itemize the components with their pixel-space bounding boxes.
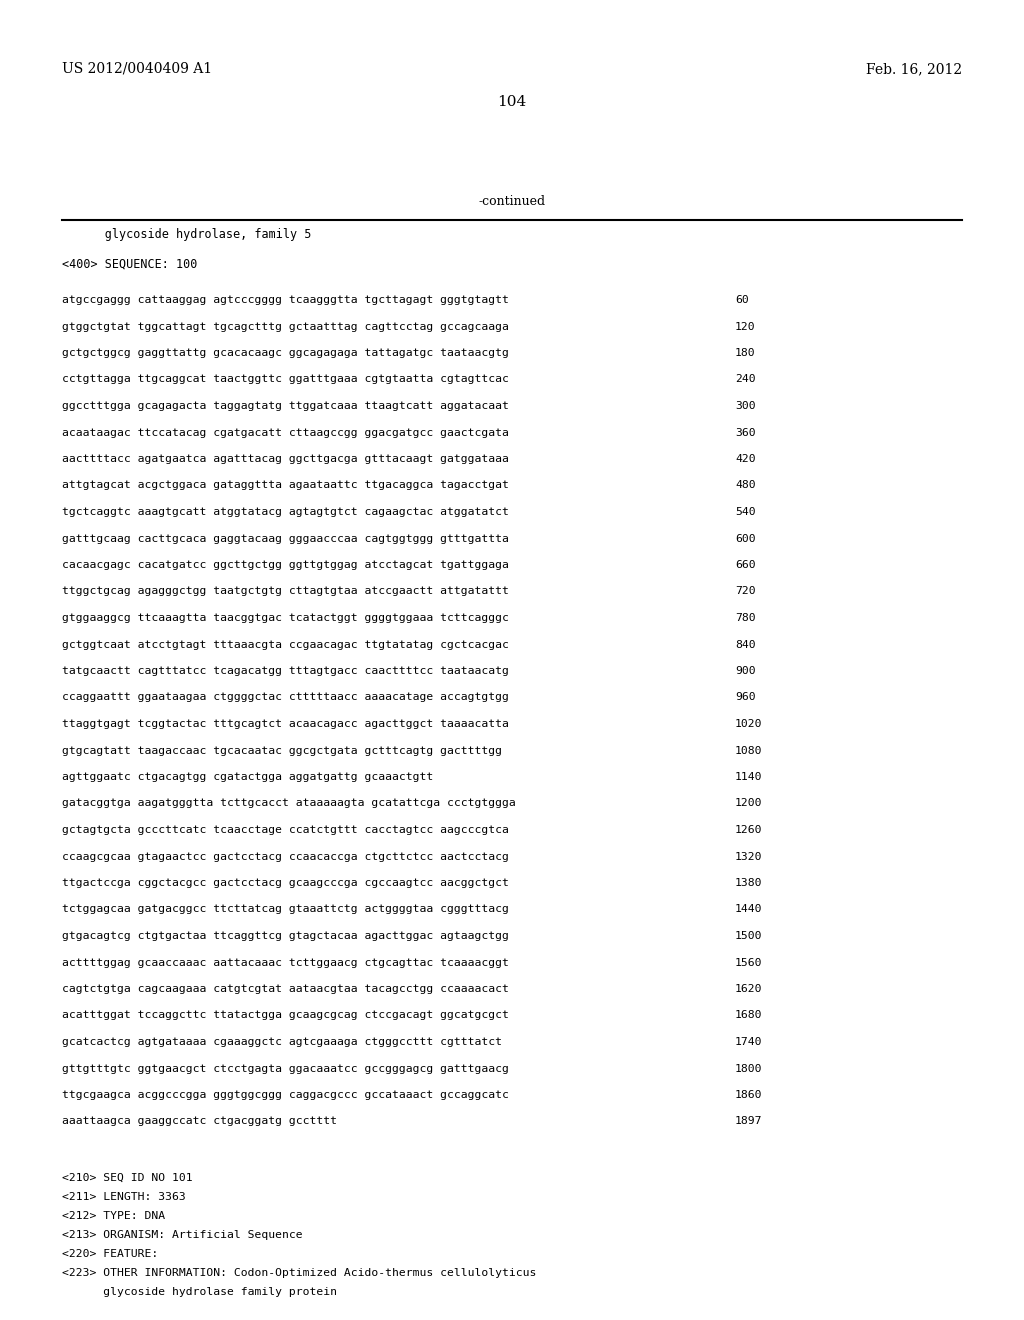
Text: gctggtcaat atcctgtagt tttaaacgta ccgaacagac ttgtatatag cgctcacgac: gctggtcaat atcctgtagt tttaaacgta ccgaaca… [62,639,509,649]
Text: 1440: 1440 [735,904,763,915]
Text: gtggctgtat tggcattagt tgcagctttg gctaatttag cagttcctag gccagcaaga: gtggctgtat tggcattagt tgcagctttg gctaatt… [62,322,509,331]
Text: gatttgcaag cacttgcaca gaggtacaag gggaacccaa cagtggtggg gtttgattta: gatttgcaag cacttgcaca gaggtacaag gggaacc… [62,533,509,544]
Text: ttggctgcag agagggctgg taatgctgtg cttagtgtaa atccgaactt attgatattt: ttggctgcag agagggctgg taatgctgtg cttagtg… [62,586,509,597]
Text: 1380: 1380 [735,878,763,888]
Text: ttaggtgagt tcggtactac tttgcagtct acaacagacc agacttggct taaaacatta: ttaggtgagt tcggtactac tttgcagtct acaacag… [62,719,509,729]
Text: ggcctttgga gcagagacta taggagtatg ttggatcaaa ttaagtcatt aggatacaat: ggcctttgga gcagagacta taggagtatg ttggatc… [62,401,509,411]
Text: 180: 180 [735,348,756,358]
Text: 720: 720 [735,586,756,597]
Text: tctggagcaa gatgacggcc ttcttatcag gtaaattctg actggggtaa cgggtttacg: tctggagcaa gatgacggcc ttcttatcag gtaaatt… [62,904,509,915]
Text: 1897: 1897 [735,1117,763,1126]
Text: 900: 900 [735,667,756,676]
Text: 1740: 1740 [735,1038,763,1047]
Text: <213> ORGANISM: Artificial Sequence: <213> ORGANISM: Artificial Sequence [62,1230,303,1239]
Text: ccaagcgcaa gtagaactcc gactcctacg ccaacaccga ctgcttctcc aactcctacg: ccaagcgcaa gtagaactcc gactcctacg ccaacac… [62,851,509,862]
Text: gcatcactcg agtgataaaa cgaaaggctc agtcgaaaga ctgggccttt cgtttatct: gcatcactcg agtgataaaa cgaaaggctc agtcgaa… [62,1038,502,1047]
Text: 960: 960 [735,693,756,702]
Text: 600: 600 [735,533,756,544]
Text: ttgcgaagca acggcccgga gggtggcggg caggacgccc gccataaact gccaggcatc: ttgcgaagca acggcccgga gggtggcggg caggacg… [62,1090,509,1100]
Text: 360: 360 [735,428,756,437]
Text: 1200: 1200 [735,799,763,808]
Text: attgtagcat acgctggaca gataggttta agaataattc ttgacaggca tagacctgat: attgtagcat acgctggaca gataggttta agaataa… [62,480,509,491]
Text: US 2012/0040409 A1: US 2012/0040409 A1 [62,62,212,77]
Text: 1560: 1560 [735,957,763,968]
Text: 1620: 1620 [735,983,763,994]
Text: tatgcaactt cagtttatcc tcagacatgg tttagtgacc caacttttcc taataacatg: tatgcaactt cagtttatcc tcagacatgg tttagtg… [62,667,509,676]
Text: -continued: -continued [478,195,546,209]
Text: gtggaaggcg ttcaaagtta taacggtgac tcatactggt ggggtggaaa tcttcagggc: gtggaaggcg ttcaaagtta taacggtgac tcatact… [62,612,509,623]
Text: 420: 420 [735,454,756,465]
Text: glycoside hydrolase, family 5: glycoside hydrolase, family 5 [62,228,311,242]
Text: glycoside hydrolase family protein: glycoside hydrolase family protein [62,1287,337,1298]
Text: cacaacgagc cacatgatcc ggcttgctgg ggttgtggag atcctagcat tgattggaga: cacaacgagc cacatgatcc ggcttgctgg ggttgtg… [62,560,509,570]
Text: 240: 240 [735,375,756,384]
Text: gctagtgcta gcccttcatc tcaacctage ccatctgttt cacctagtcc aagcccgtca: gctagtgcta gcccttcatc tcaacctage ccatctg… [62,825,509,836]
Text: 1260: 1260 [735,825,763,836]
Text: gtgacagtcg ctgtgactaa ttcaggttcg gtagctacaa agacttggac agtaagctgg: gtgacagtcg ctgtgactaa ttcaggttcg gtagcta… [62,931,509,941]
Text: <212> TYPE: DNA: <212> TYPE: DNA [62,1210,165,1221]
Text: <220> FEATURE:: <220> FEATURE: [62,1249,159,1259]
Text: gtgcagtatt taagaccaac tgcacaatac ggcgctgata gctttcagtg gacttttgg: gtgcagtatt taagaccaac tgcacaatac ggcgctg… [62,746,502,755]
Text: acaataagac ttccatacag cgatgacatt cttaagccgg ggacgatgcc gaactcgata: acaataagac ttccatacag cgatgacatt cttaagc… [62,428,509,437]
Text: 104: 104 [498,95,526,110]
Text: 660: 660 [735,560,756,570]
Text: Feb. 16, 2012: Feb. 16, 2012 [866,62,962,77]
Text: 1500: 1500 [735,931,763,941]
Text: 1320: 1320 [735,851,763,862]
Text: aacttttacc agatgaatca agatttacag ggcttgacga gtttacaagt gatggataaa: aacttttacc agatgaatca agatttacag ggcttga… [62,454,509,465]
Text: gatacggtga aagatgggtta tcttgcacct ataaaaagta gcatattcga ccctgtggga: gatacggtga aagatgggtta tcttgcacct ataaaa… [62,799,516,808]
Text: acttttggag gcaaccaaac aattacaaac tcttggaacg ctgcagttac tcaaaacggt: acttttggag gcaaccaaac aattacaaac tcttgga… [62,957,509,968]
Text: 1680: 1680 [735,1011,763,1020]
Text: 120: 120 [735,322,756,331]
Text: tgctcaggtc aaagtgcatt atggtatacg agtagtgtct cagaagctac atggatatct: tgctcaggtc aaagtgcatt atggtatacg agtagtg… [62,507,509,517]
Text: 1080: 1080 [735,746,763,755]
Text: gttgtttgtc ggtgaacgct ctcctgagta ggacaaatcc gccgggagcg gatttgaacg: gttgtttgtc ggtgaacgct ctcctgagta ggacaaa… [62,1064,509,1073]
Text: 1800: 1800 [735,1064,763,1073]
Text: cctgttagga ttgcaggcat taactggttc ggatttgaaa cgtgtaatta cgtagttcac: cctgttagga ttgcaggcat taactggttc ggatttg… [62,375,509,384]
Text: agttggaatc ctgacagtgg cgatactgga aggatgattg gcaaactgtt: agttggaatc ctgacagtgg cgatactgga aggatga… [62,772,433,781]
Text: aaattaagca gaaggccatc ctgacggatg gcctttt: aaattaagca gaaggccatc ctgacggatg gcctttt [62,1117,337,1126]
Text: acatttggat tccaggcttc ttatactgga gcaagcgcag ctccgacagt ggcatgcgct: acatttggat tccaggcttc ttatactgga gcaagcg… [62,1011,509,1020]
Text: 1140: 1140 [735,772,763,781]
Text: gctgctggcg gaggttattg gcacacaagc ggcagagaga tattagatgc taataacgtg: gctgctggcg gaggttattg gcacacaagc ggcagag… [62,348,509,358]
Text: cagtctgtga cagcaagaaa catgtcgtat aataacgtaa tacagcctgg ccaaaacact: cagtctgtga cagcaagaaa catgtcgtat aataacg… [62,983,509,994]
Text: 540: 540 [735,507,756,517]
Text: <211> LENGTH: 3363: <211> LENGTH: 3363 [62,1192,185,1203]
Text: 1860: 1860 [735,1090,763,1100]
Text: 1020: 1020 [735,719,763,729]
Text: 780: 780 [735,612,756,623]
Text: 480: 480 [735,480,756,491]
Text: atgccgaggg cattaaggag agtcccgggg tcaagggtta tgcttagagt gggtgtagtt: atgccgaggg cattaaggag agtcccgggg tcaaggg… [62,294,509,305]
Text: ccaggaattt ggaataagaa ctggggctac ctttttaacc aaaacatage accagtgtgg: ccaggaattt ggaataagaa ctggggctac cttttta… [62,693,509,702]
Text: ttgactccga cggctacgcc gactcctacg gcaagcccga cgccaagtcc aacggctgct: ttgactccga cggctacgcc gactcctacg gcaagcc… [62,878,509,888]
Text: 300: 300 [735,401,756,411]
Text: <400> SEQUENCE: 100: <400> SEQUENCE: 100 [62,257,198,271]
Text: <210> SEQ ID NO 101: <210> SEQ ID NO 101 [62,1173,193,1183]
Text: <223> OTHER INFORMATION: Codon-Optimized Acido-thermus cellulolyticus: <223> OTHER INFORMATION: Codon-Optimized… [62,1269,537,1278]
Text: 60: 60 [735,294,749,305]
Text: 840: 840 [735,639,756,649]
